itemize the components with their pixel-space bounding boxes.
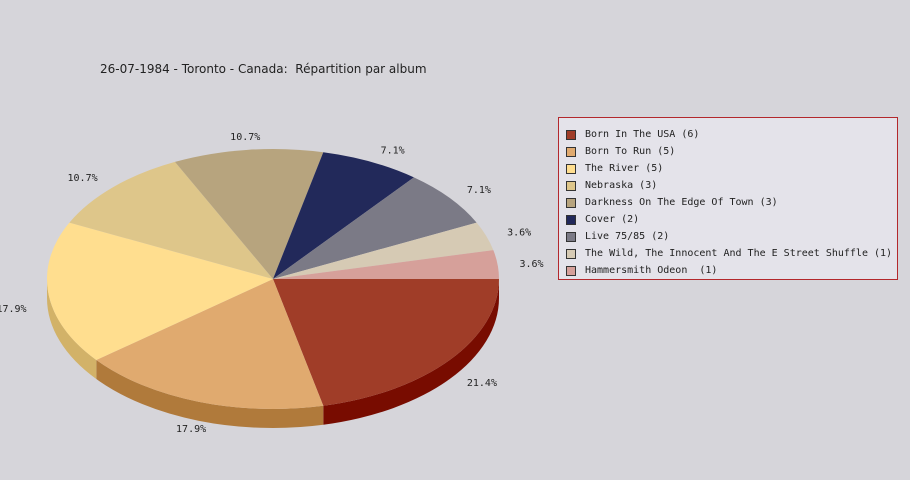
- pie-slice-6: [273, 177, 477, 279]
- legend-item-0: Born In The USA (6): [566, 126, 897, 143]
- pie-sides: [47, 279, 499, 428]
- chart-legend: Born In The USA (6) Born To Run (5) The Ri…: [558, 117, 898, 280]
- pie-label-8: 3.6%: [519, 259, 543, 270]
- pie-slice-8: [273, 250, 499, 279]
- legend-swatch-0: [566, 129, 576, 140]
- pie-label-2: 17.9%: [0, 304, 27, 315]
- legend-label-0: Born In The USA (6): [585, 129, 700, 140]
- legend-swatch-3: [566, 180, 576, 191]
- pie-labels: 21.4% 17.9% 17.9% 10.7% 10.7% 7.1% 7.1% 3.6% 3.6…: [0, 132, 544, 435]
- legend-swatch-1: [566, 146, 576, 157]
- legend-item-7: The Wild, The Innocent And The E Street …: [566, 245, 897, 262]
- pie-slice-0: [273, 279, 499, 406]
- pie-label-1: 17.9%: [176, 424, 206, 435]
- legend-label-6: Live 75/85 (2): [585, 231, 670, 242]
- pie-label-7: 3.6%: [507, 227, 531, 238]
- pie-slice-2: [47, 222, 274, 361]
- pie-side-0: [323, 279, 499, 425]
- pie-label-6: 7.1%: [467, 185, 491, 196]
- legend-label-3: Nebraska (3): [585, 180, 658, 191]
- pie-label-4: 10.7%: [230, 132, 260, 143]
- pie-slice-1: [96, 279, 324, 409]
- chart-title: 26-07-1984 - Toronto - Canada: Répartiti…: [100, 62, 427, 76]
- legend-item-3: Nebraska (3): [566, 177, 897, 194]
- pie-slice-4: [174, 148, 324, 279]
- pie-slice-7: [273, 222, 494, 279]
- pie-side-2: [47, 279, 97, 380]
- legend-swatch-7: [566, 248, 576, 259]
- legend-swatch-5: [566, 214, 576, 225]
- legend-item-6: Live 75/85 (2): [566, 228, 897, 245]
- pie-label-0: 21.4%: [467, 378, 497, 389]
- legend-label-4: Darkness On The Edge Of Town (3): [585, 197, 778, 208]
- legend-item-2: The River (5): [566, 160, 897, 177]
- legend-label-2: The River (5): [585, 163, 664, 174]
- pie-tops: [47, 148, 499, 409]
- legend-item-1: Born To Run (5): [566, 143, 897, 160]
- legend-item-5: Cover (2): [566, 211, 897, 228]
- pie-slice-5: [273, 152, 414, 279]
- legend-label-8: Hammersmith Odeon (1): [585, 265, 718, 276]
- legend-label-5: Cover (2): [585, 214, 640, 225]
- legend-label-7: The Wild, The Innocent And The E Street …: [585, 248, 893, 259]
- legend-label-1: Born To Run (5): [585, 146, 676, 157]
- legend-item-8: Hammersmith Odeon (1): [566, 262, 897, 279]
- legend-swatch-2: [566, 163, 576, 174]
- legend-swatch-8: [566, 265, 576, 276]
- legend-swatch-4: [566, 197, 576, 208]
- pie-side-1: [96, 360, 324, 428]
- legend-item-4: Darkness On The Edge Of Town (3): [566, 194, 897, 211]
- pie-label-3: 10.7%: [68, 173, 98, 184]
- pie-label-5: 7.1%: [381, 145, 405, 156]
- legend-swatch-6: [566, 231, 576, 242]
- pie-slice-3: [69, 161, 273, 279]
